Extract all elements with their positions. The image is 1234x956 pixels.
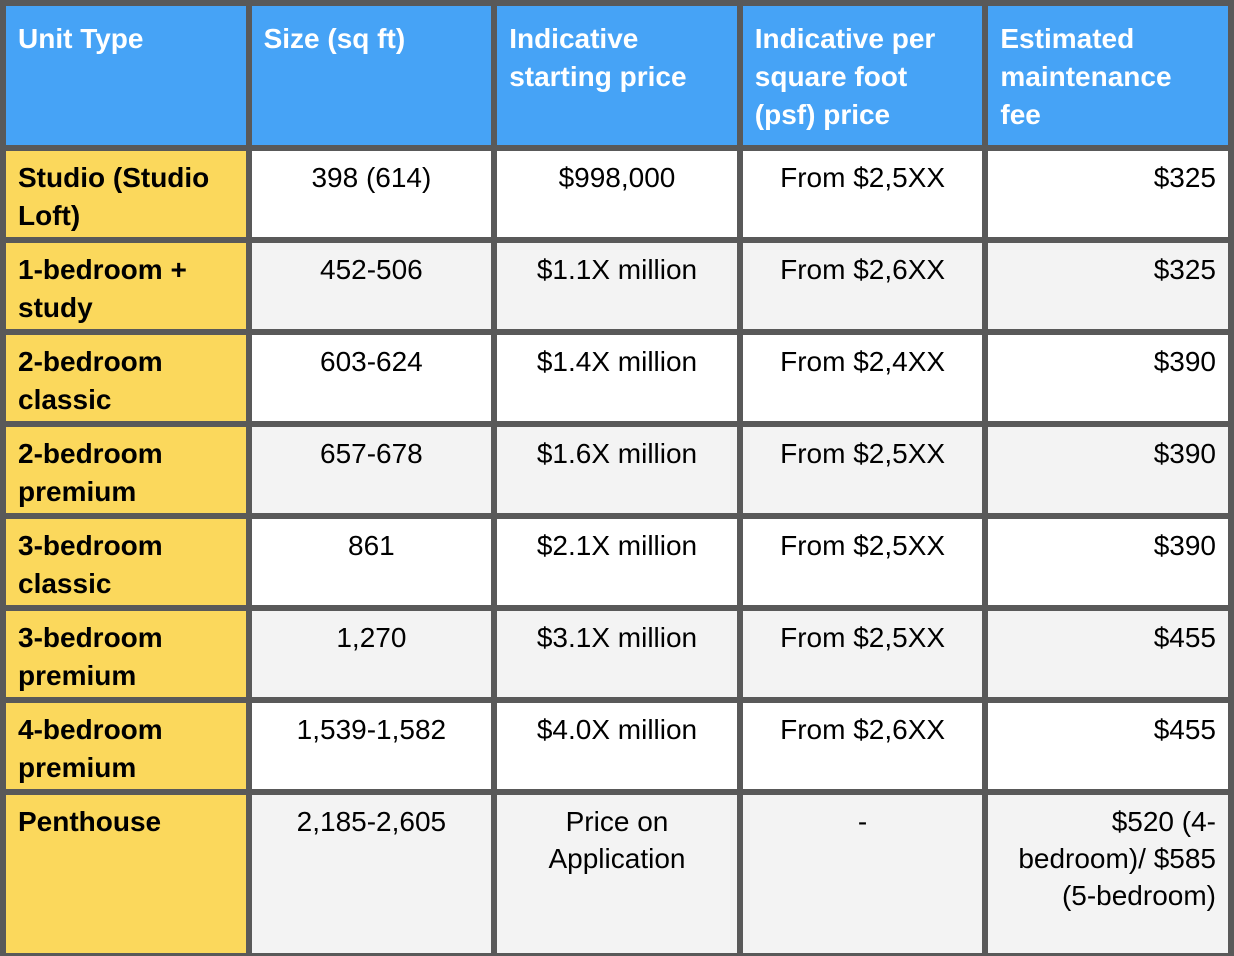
table-cell: From $2,5XX [742, 611, 983, 697]
table-cell: $390 [988, 519, 1228, 605]
unit-type-cell: 4-bedroom premium [6, 703, 246, 789]
header-cell: Unit Type [6, 6, 246, 145]
table-cell: $4.0X million [497, 703, 737, 789]
table-cell: $1.1X million [497, 243, 737, 329]
table-cell: 452-506 [251, 243, 492, 329]
table-row: Studio (Studio Loft) 398 (614) $998,000 Fro… [6, 151, 1228, 237]
table-cell: - [742, 795, 983, 953]
unit-type-cell: 3-bedroom classic [6, 519, 246, 605]
table-cell: Price on Application [497, 795, 737, 953]
header-cell: Indicative starting price [497, 6, 737, 145]
header-row: Unit Type Size (sq ft) Indicative starting… [6, 6, 1228, 145]
table-cell: $520 (4-bedroom)/ $585 (5-bedroom) [988, 795, 1228, 953]
table-cell: From $2,5XX [742, 427, 983, 513]
unit-type-cell: Studio (Studio Loft) [6, 151, 246, 237]
table-cell: $3.1X million [497, 611, 737, 697]
table-row: 4-bedroom premium 1,539-1,582 $4.0X millio… [6, 703, 1228, 789]
table-cell: $455 [988, 611, 1228, 697]
table-row: 3-bedroom classic 861 $2.1X million From $2… [6, 519, 1228, 605]
table-cell: $1.6X million [497, 427, 737, 513]
table-cell: $390 [988, 427, 1228, 513]
unit-type-cell: 2-bedroom premium [6, 427, 246, 513]
table-body: Studio (Studio Loft) 398 (614) $998,000 Fro… [6, 151, 1228, 953]
table-cell: 1,539-1,582 [251, 703, 492, 789]
table-row: 1-bedroom + study 452-506 $1.1X million Fro… [6, 243, 1228, 329]
table-cell: $455 [988, 703, 1228, 789]
table-cell: $325 [988, 243, 1228, 329]
header-cell: Size (sq ft) [251, 6, 492, 145]
table-cell: $1.4X million [497, 335, 737, 421]
table-cell: 657-678 [251, 427, 492, 513]
table-cell: $2.1X million [497, 519, 737, 605]
header-cell: Estimated maintenance fee [988, 6, 1228, 145]
table-cell: $390 [988, 335, 1228, 421]
unit-type-cell: Penthouse [6, 795, 246, 953]
table-cell: From $2,6XX [742, 243, 983, 329]
unit-type-cell: 3-bedroom premium [6, 611, 246, 697]
table-cell: From $2,4XX [742, 335, 983, 421]
table-cell: $325 [988, 151, 1228, 237]
table-cell: 603-624 [251, 335, 492, 421]
table-row: Penthouse 2,185-2,605 Price on Application… [6, 795, 1228, 953]
table-row: 2-bedroom premium 657-678 $1.6X million Fro… [6, 427, 1228, 513]
header-cell: Indicative per square foot (psf) price [742, 6, 983, 145]
table-cell: 1,270 [251, 611, 492, 697]
table-cell: From $2,5XX [742, 151, 983, 237]
table-row: 3-bedroom premium 1,270 $3.1X million From … [6, 611, 1228, 697]
table-cell: $998,000 [497, 151, 737, 237]
table-cell: 398 (614) [251, 151, 492, 237]
unit-type-cell: 2-bedroom classic [6, 335, 246, 421]
table-cell: From $2,5XX [742, 519, 983, 605]
table-cell: 2,185-2,605 [251, 795, 492, 953]
table-row: 2-bedroom classic 603-624 $1.4X million Fro… [6, 335, 1228, 421]
table-cell: From $2,6XX [742, 703, 983, 789]
table-cell: 861 [251, 519, 492, 605]
unit-type-cell: 1-bedroom + study [6, 243, 246, 329]
